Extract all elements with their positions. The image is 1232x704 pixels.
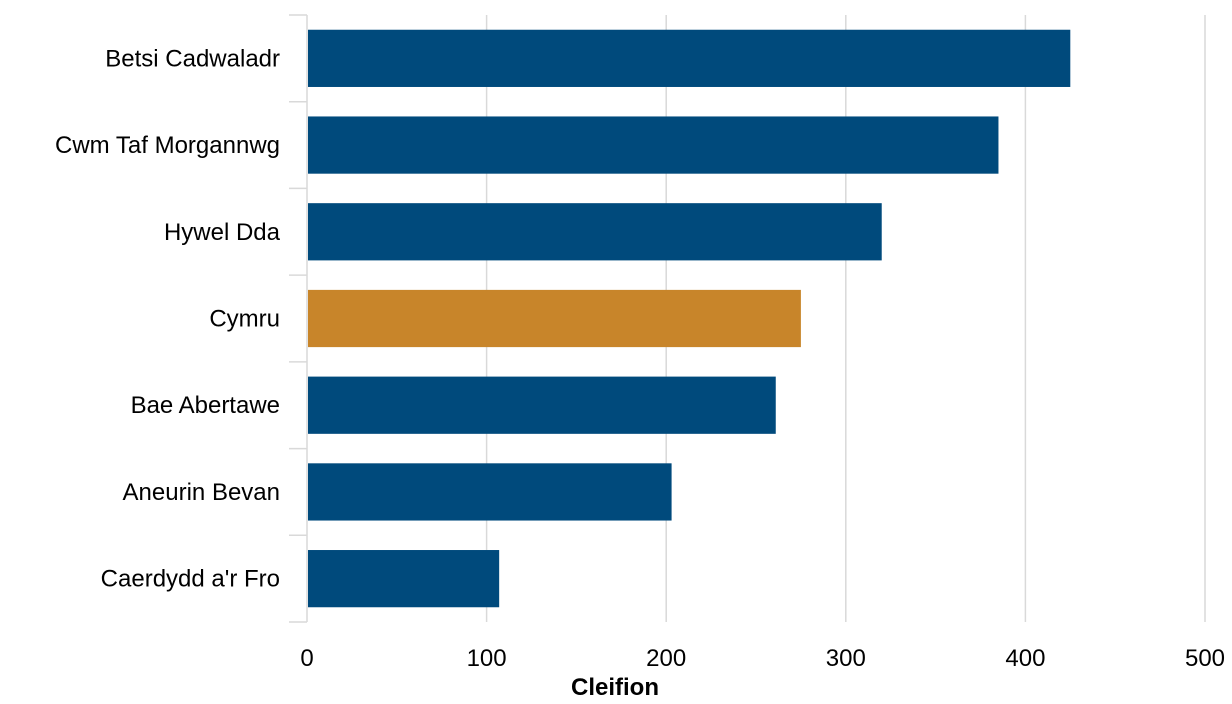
gridlines xyxy=(485,15,1206,622)
x-tick-label: 200 xyxy=(646,645,686,672)
bar xyxy=(308,29,1071,87)
x-tick-label: 400 xyxy=(1005,645,1045,672)
category-label: Betsi Cadwaladr xyxy=(105,45,280,72)
category-label: Caerdydd a'r Fro xyxy=(101,566,280,593)
y-axis: Betsi Cadwaladr Cwm Taf Morgannwg Hywel Dd… xyxy=(55,14,308,623)
bar xyxy=(308,550,500,608)
bars xyxy=(308,29,1071,608)
bar xyxy=(308,289,801,348)
x-tick-label: 500 xyxy=(1185,645,1225,672)
bar xyxy=(308,116,999,174)
x-tick-label: 0 xyxy=(300,645,313,672)
category-label: Hywel Dda xyxy=(164,219,281,246)
category-label: Aneurin Bevan xyxy=(123,479,280,506)
bar xyxy=(308,203,882,261)
bar xyxy=(308,376,776,434)
category-label: Bae Abertawe xyxy=(131,392,280,419)
category-label: Cymru xyxy=(209,306,280,333)
x-tick-label: 300 xyxy=(826,645,866,672)
bar xyxy=(308,463,672,521)
x-tick-label: 100 xyxy=(467,645,507,672)
x-axis-ticks: 0 100 200 300 400 500 xyxy=(300,645,1225,672)
x-axis-title: Cleifion xyxy=(571,674,659,701)
category-label: Cwm Taf Morgannwg xyxy=(55,132,280,159)
